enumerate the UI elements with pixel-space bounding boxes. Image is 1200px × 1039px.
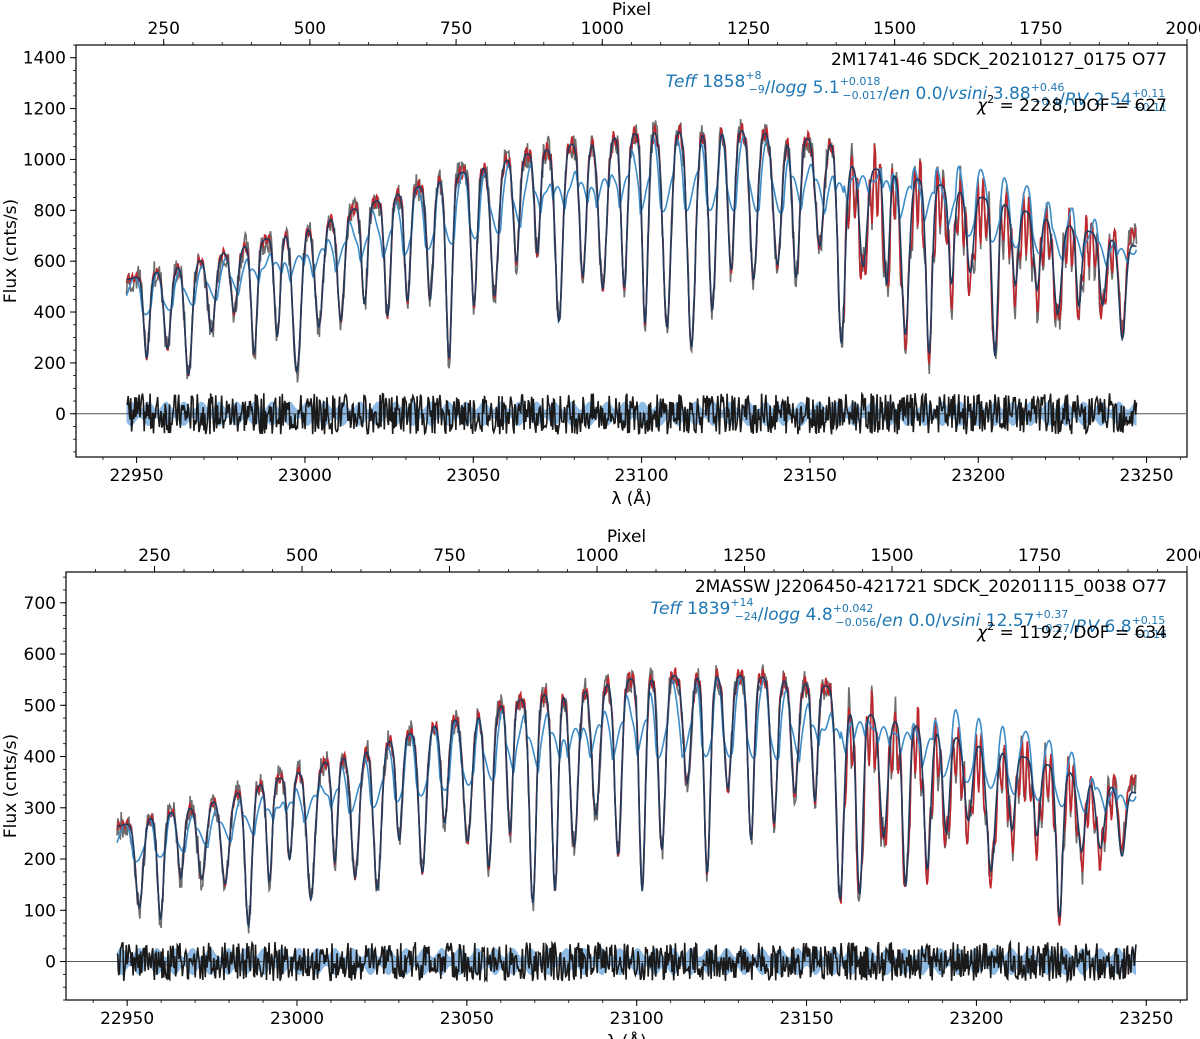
y-tick-label: 200 (24, 850, 56, 870)
top-tick-label: 250 (138, 546, 170, 566)
y-tick-label: 400 (24, 748, 56, 768)
y-tick-label: 700 (24, 594, 56, 614)
top-tick-label: 500 (294, 19, 326, 39)
y-tick-label: 600 (24, 645, 56, 665)
residual-line (125, 391, 1138, 436)
top-tick-label: 2000 (1165, 546, 1200, 566)
y-tick-label: 500 (24, 696, 56, 716)
y-tick-label: 800 (34, 201, 66, 221)
x-tick-label: 23150 (783, 466, 837, 486)
top-tick-label: 1250 (727, 19, 770, 39)
smoothed-model-line (116, 674, 1137, 929)
top-tick-label: 750 (440, 19, 472, 39)
y-axis-title: Flux (cnts/s) (1, 734, 21, 838)
top-tick-label: 2000 (1165, 19, 1200, 39)
y-tick-label: 0 (55, 405, 66, 425)
top-tick-label: 1500 (873, 19, 916, 39)
panel-2: 22950 23000 23050 23100 23150 23200 23250 250 50… (1, 527, 1200, 1039)
top-tick-label: 500 (286, 546, 318, 566)
top-axis-title: Pixel (607, 527, 646, 547)
x-tick-label: 23000 (270, 1009, 324, 1029)
x-tick-label: 23100 (610, 1009, 664, 1029)
x-tick-label: 22950 (110, 466, 164, 486)
plot-area (76, 118, 1187, 436)
annotation-title: 2MASSW J2206450-421721 SDCK_20201115_003… (695, 577, 1167, 597)
annotation-title: 2M1741-46 SDCK_20210127_0175 O77 (831, 50, 1167, 70)
top-tick-label: 1250 (723, 546, 766, 566)
top-tick-label: 750 (433, 546, 465, 566)
annotation-params: Teff 1858+8 −9/logg 5.1+0.018 −0.017/en 0.… (666, 69, 1167, 114)
x-axis-title: λ (Å) (606, 1030, 646, 1039)
model-spectrum-line (125, 123, 1138, 377)
y-axis-title: Flux (cnts/s) (1, 199, 21, 303)
x-tick-label: 23050 (440, 1009, 494, 1029)
x-tick-label: 23250 (1120, 466, 1174, 486)
top-tick-label: 1750 (1019, 19, 1062, 39)
x-axis-title: λ (Å) (611, 487, 651, 509)
x-tick-label: 23050 (446, 466, 500, 486)
top-tick-label: 1000 (575, 546, 618, 566)
x-tick-label: 23200 (951, 466, 1005, 486)
y-tick-label: 1200 (23, 100, 66, 120)
y-tick-label: 600 (34, 252, 66, 272)
continuum-line (125, 132, 1138, 316)
annotation-chi2: χ2 = 1192, DOF = 634 (976, 620, 1167, 643)
x-tick-label: 23100 (615, 466, 669, 486)
y-tick-label: 200 (34, 354, 66, 374)
plot-area (66, 664, 1187, 984)
observed-spectrum-line (125, 118, 1138, 383)
x-tick-label: 23000 (278, 466, 332, 486)
y-tick-label: 100 (24, 901, 56, 921)
residual-line (116, 939, 1137, 984)
top-tick-label: 1000 (581, 19, 624, 39)
top-axis-title: Pixel (612, 0, 651, 20)
top-tick-label: 1500 (870, 546, 913, 566)
y-tick-label: 400 (34, 303, 66, 323)
y-tick-label: 1000 (23, 150, 66, 170)
top-tick-label: 1750 (1018, 546, 1061, 566)
annotation-params: Teff 1839+14 −24/logg 4.8+0.042 −0.056/en … (651, 596, 1167, 641)
x-tick-label: 23200 (949, 1009, 1003, 1029)
y-tick-label: 1400 (23, 49, 66, 69)
x-tick-label: 22950 (100, 1009, 154, 1029)
y-tick-label: 300 (24, 799, 56, 819)
y-tick-label: 0 (45, 953, 56, 973)
x-tick-label: 23150 (779, 1009, 833, 1029)
smoothed-model-line (126, 130, 1137, 376)
annotation-chi2: χ2 = 2228, DOF = 627 (976, 93, 1167, 116)
panel-1: 22950 23000 23050 23100 23150 23200 23250 250 50… (1, 0, 1200, 509)
x-tick-label: 23250 (1119, 1009, 1173, 1029)
top-tick-label: 250 (147, 19, 179, 39)
